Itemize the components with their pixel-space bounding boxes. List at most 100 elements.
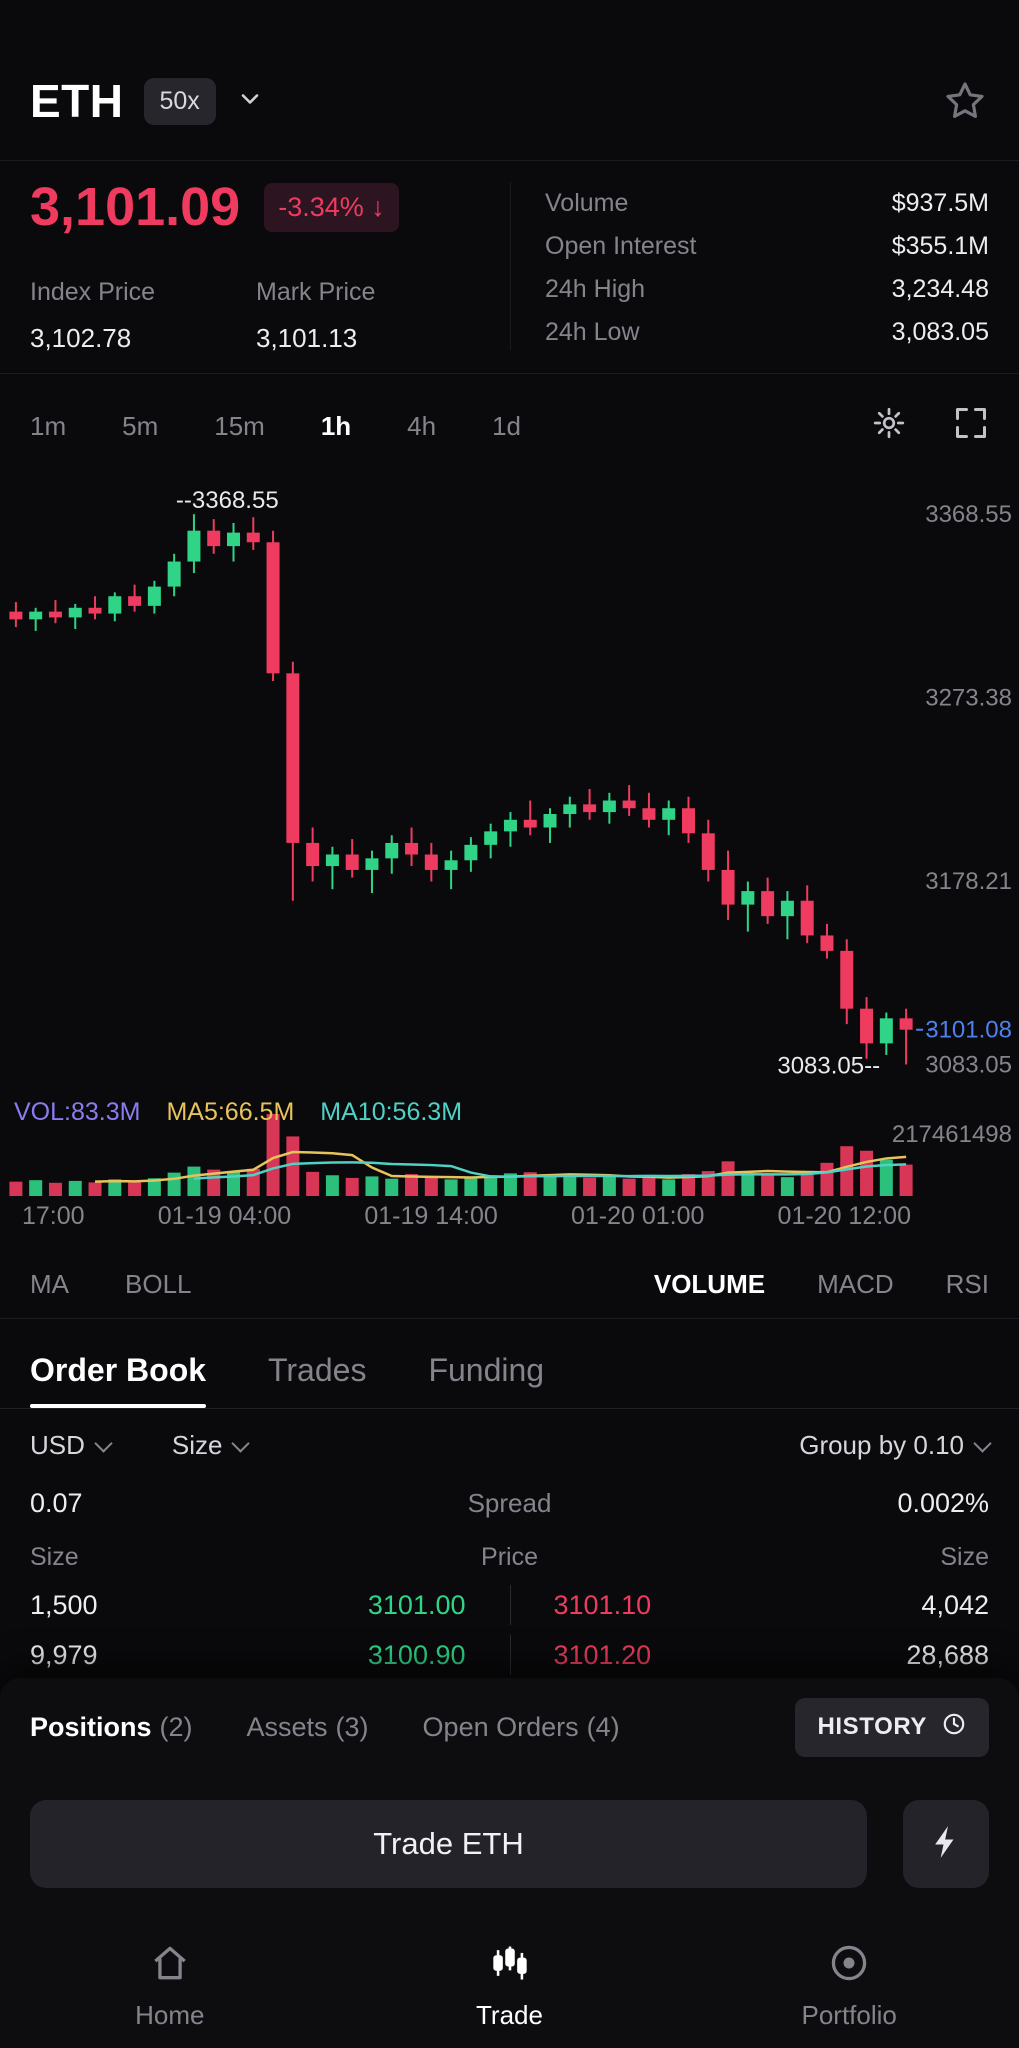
ma5-legend-value: MA5:66.5M xyxy=(166,1098,295,1126)
favorite-star-icon[interactable] xyxy=(941,77,989,125)
index-mark-block: Index Price 3,102.78 Mark Price 3,101.13 xyxy=(30,278,482,354)
timeframe-1d[interactable]: 1d xyxy=(492,410,522,441)
tab-funding[interactable]: Funding xyxy=(428,1351,545,1388)
indicator-macd[interactable]: MACD xyxy=(817,1268,894,1299)
divider xyxy=(510,182,511,350)
time-label: 17:00 xyxy=(22,1202,85,1230)
tab-label: Positions xyxy=(30,1711,152,1742)
nav-home[interactable]: Home xyxy=(0,1924,340,2048)
svg-text:3273.38: 3273.38 xyxy=(925,685,1012,712)
col-header-price: Price xyxy=(481,1542,538,1571)
timeframe-1m[interactable]: 1m xyxy=(30,410,67,441)
stat-value: $937.5M xyxy=(891,189,989,217)
indicator-volume[interactable]: VOLUME xyxy=(653,1268,766,1299)
tab-open-orders[interactable]: Open Orders (4) xyxy=(423,1712,620,1743)
spread-row: 0.07 Spread 0.002% xyxy=(30,1478,989,1528)
time-label: 01-19 04:00 xyxy=(157,1202,292,1230)
chart-settings-gear-icon[interactable] xyxy=(871,405,907,448)
size-mode-value: Size xyxy=(171,1429,223,1460)
trade-eth-button[interactable]: Trade ETH xyxy=(30,1800,867,1888)
col-header-bid-size: Size xyxy=(30,1542,79,1571)
timeframe-5m[interactable]: 5m xyxy=(122,410,159,441)
index-price-label: Index Price xyxy=(30,278,156,306)
indicator-boll[interactable]: BOLL xyxy=(125,1268,192,1299)
tab-order-book[interactable]: Order Book xyxy=(30,1332,207,1408)
fullscreen-expand-icon[interactable] xyxy=(953,405,989,448)
col-header-ask-size: Size xyxy=(940,1542,990,1571)
bottom-nav: Home Trade Portfolio xyxy=(0,1924,1019,2048)
chevron-down-icon xyxy=(231,1433,251,1453)
candlestick-chart[interactable]: 3368.55 3273.38 3178.21 3083.05 3101.08 --336… xyxy=(0,456,1019,1200)
candlestick-trade-icon xyxy=(488,1941,532,1992)
svg-text:--3368.55: --3368.55 xyxy=(176,487,279,514)
history-label: HISTORY xyxy=(817,1713,927,1740)
flash-trade-icon xyxy=(926,1822,966,1867)
price-row: 3,101.09 -3.34% ↓ xyxy=(30,176,399,238)
timeframe-15m[interactable]: 15m xyxy=(214,410,265,441)
timeframe-1h[interactable]: 1h xyxy=(320,410,352,441)
tab-label: Open Orders xyxy=(422,1711,579,1742)
size-mode-select[interactable]: Size xyxy=(171,1429,251,1461)
header: ETH 50x xyxy=(30,58,989,144)
tab-count: (4) xyxy=(586,1711,620,1742)
symbol-title[interactable]: ETH xyxy=(30,75,124,127)
svg-text:3083.05: 3083.05 xyxy=(925,1051,1012,1078)
currency-select-value: USD xyxy=(30,1429,85,1460)
bid-size: 9,979 xyxy=(30,1639,98,1670)
nav-label: Trade xyxy=(476,2000,543,2030)
indicator-rsi[interactable]: RSI xyxy=(945,1268,989,1299)
vol-legend-value: VOL:83.3M xyxy=(14,1098,141,1126)
divider xyxy=(0,160,1019,161)
bid-price[interactable]: 3100.90 xyxy=(367,1639,466,1670)
ask-price[interactable]: 3101.20 xyxy=(553,1639,652,1670)
svg-text:217461498: 217461498 xyxy=(892,1121,1012,1148)
portfolio-icon xyxy=(827,1941,871,1992)
volume-legend: VOL:83.3M MA5:66.5M MA10:56.3M xyxy=(14,1098,462,1127)
currency-select[interactable]: USD xyxy=(30,1429,113,1461)
tab-count: (3) xyxy=(335,1711,369,1742)
nav-portfolio[interactable]: Portfolio xyxy=(679,1924,1019,2048)
ask-price[interactable]: 3101.10 xyxy=(553,1589,652,1620)
home-icon xyxy=(148,1941,192,1992)
chevron-down-icon xyxy=(94,1433,113,1453)
orderbook-row[interactable]: 1,500 3101.00 3101.10 4,042 xyxy=(30,1580,989,1630)
leverage-badge[interactable]: 50x xyxy=(143,77,216,125)
tab-positions[interactable]: Positions (2) xyxy=(30,1712,193,1743)
tab-label: Assets xyxy=(246,1711,328,1742)
orderbook-row[interactable]: 9,979 3100.90 3101.20 28,688 xyxy=(30,1630,989,1680)
timeframe-row: 1m 5m 15m 1h 4h 1d xyxy=(30,398,989,454)
nav-trade[interactable]: Trade xyxy=(340,1924,680,2048)
orderbook-headers: Size Price Size xyxy=(30,1532,989,1582)
positions-bar: Positions (2) Assets (3) Open Orders (4) HI… xyxy=(30,1696,989,1758)
chevron-down-icon xyxy=(973,1433,992,1453)
last-price: 3,101.09 xyxy=(30,177,241,237)
svg-text:3101.08: 3101.08 xyxy=(925,1017,1012,1044)
tab-assets[interactable]: Assets (3) xyxy=(247,1712,369,1743)
orderbook-tabs: Order Book Trades Funding xyxy=(0,1332,1019,1409)
nav-label: Home xyxy=(135,2000,205,2030)
svg-text:3368.55: 3368.55 xyxy=(925,501,1012,528)
stat-volume: Volume $937.5M xyxy=(545,188,989,218)
bid-price[interactable]: 3101.00 xyxy=(367,1589,466,1620)
stat-value: 3,083.05 xyxy=(891,318,989,346)
timeframe-4h[interactable]: 4h xyxy=(407,410,437,441)
time-label: 01-20 12:00 xyxy=(777,1202,911,1230)
mark-price-value: 3,101.13 xyxy=(256,323,358,353)
indicator-ma[interactable]: MA xyxy=(30,1268,69,1299)
mark-price-label: Mark Price xyxy=(256,278,376,306)
time-label: 01-20 01:00 xyxy=(570,1202,705,1230)
svg-text:3178.21: 3178.21 xyxy=(925,868,1012,895)
history-button[interactable]: HISTORY xyxy=(795,1697,989,1757)
time-label: 01-19 14:00 xyxy=(364,1202,498,1230)
down-arrow-icon: ↓ xyxy=(371,191,385,222)
ask-size: 28,688 xyxy=(906,1639,989,1670)
flash-trade-button[interactable] xyxy=(903,1800,989,1888)
trade-footer: Trade ETH xyxy=(30,1800,989,1888)
tab-trades[interactable]: Trades xyxy=(268,1351,367,1388)
ask-size: 4,042 xyxy=(921,1589,989,1620)
history-clock-icon xyxy=(941,1711,967,1744)
stat-label: Open Interest xyxy=(545,232,697,260)
group-by-select[interactable]: Group by 0.10 xyxy=(799,1429,992,1461)
symbol-selector-chevron-icon[interactable] xyxy=(236,85,264,118)
group-by-value: Group by 0.10 xyxy=(799,1429,964,1460)
